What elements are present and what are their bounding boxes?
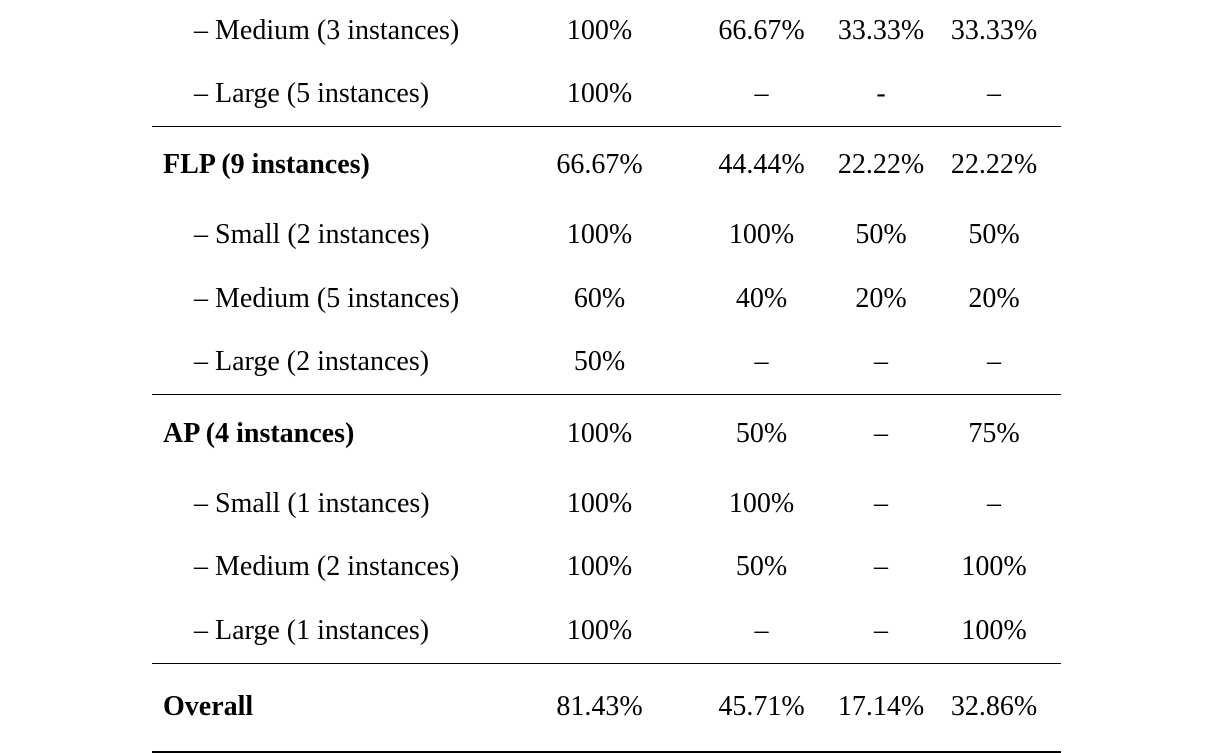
table-cell: –	[835, 599, 927, 664]
table-cell: 44.44%	[718, 149, 805, 180]
table-cell: 50%	[735, 551, 788, 583]
table-cell: –	[874, 417, 888, 449]
table-cell: 22.22%	[950, 149, 1038, 180]
table-cell: 50%	[968, 219, 1020, 251]
table-row: – Small (1 instances) 100% 100% – –	[152, 472, 1061, 536]
table-cell: 17.14%	[835, 663, 927, 753]
table-row: – Large (2 instances) 50% – – –	[152, 330, 1061, 395]
group-row-flp: FLP (9 instances) 66.67% 44.44% 22.22% 2…	[152, 126, 1061, 204]
table-row: – Medium (3 instances) 100% 66.67% 33.33…	[152, 0, 1061, 62]
table-cell: 75%	[968, 417, 1020, 449]
row-label: – Large (2 instances)	[152, 330, 511, 395]
table-cell: 100%	[566, 15, 633, 46]
table-cell: 33.33%	[950, 15, 1038, 46]
table-row: – Large (5 instances) 100% – - –	[152, 62, 1061, 127]
group-label: AP (4 instances)	[163, 417, 355, 449]
table-cell: 20%	[968, 282, 1020, 314]
table-cell: 50%	[855, 219, 907, 251]
table-cell: 100%	[566, 487, 633, 519]
row-label: – Medium (2 instances)	[194, 551, 460, 583]
table-cell: 22.22%	[837, 149, 925, 180]
row-label: – Small (1 instances)	[194, 487, 430, 519]
table-cell: –	[987, 487, 1001, 519]
group-label: FLP (9 instances)	[163, 149, 370, 180]
table-cell: –	[927, 330, 1061, 395]
table-cell: –	[874, 487, 888, 519]
table-cell: 100%	[566, 219, 633, 251]
overall-row: Overall 81.43% 45.71% 17.14% 32.86%	[152, 663, 1061, 753]
table-cell: –	[688, 599, 835, 664]
table-cell: –	[835, 330, 927, 395]
overall-label: Overall	[152, 663, 511, 753]
table-cell: 33.33%	[837, 15, 925, 46]
table-cell: 81.43%	[511, 663, 688, 753]
table-cell: 100%	[566, 551, 633, 583]
table-cell: -	[835, 62, 927, 127]
table-cell: –	[688, 62, 835, 127]
table-cell: 66.67%	[556, 149, 643, 180]
table-cell: 100%	[511, 62, 688, 127]
table-cell: 100%	[927, 599, 1061, 664]
table-row: – Medium (2 instances) 100% 50% – 100%	[152, 536, 1061, 600]
table-row: – Medium (5 instances) 60% 40% 20% 20%	[152, 267, 1061, 331]
table-cell: 100%	[728, 487, 795, 519]
results-table: – Medium (3 instances) 100% 66.67% 33.33…	[152, 0, 1061, 753]
row-label: – Large (1 instances)	[152, 599, 511, 664]
table-cell: 60%	[573, 282, 626, 314]
row-label: – Large (5 instances)	[152, 62, 511, 127]
table-cell: 100%	[511, 599, 688, 664]
table-cell: 45.71%	[688, 663, 835, 753]
table-cell: 100%	[728, 219, 795, 251]
table-cell: 40%	[735, 282, 788, 314]
row-label: – Medium (3 instances)	[194, 15, 460, 46]
table-row: – Small (2 instances) 100% 100% 50% 50%	[152, 204, 1061, 268]
table-cell: 100%	[566, 417, 633, 449]
table-cell: 66.67%	[718, 15, 805, 46]
table-row: – Large (1 instances) 100% – – 100%	[152, 599, 1061, 664]
table-cell: –	[874, 551, 888, 583]
table-cell: –	[927, 62, 1061, 127]
table-cell: 32.86%	[927, 663, 1061, 753]
row-label: – Medium (5 instances)	[194, 282, 460, 314]
table-cell: 50%	[511, 330, 688, 395]
table-cell: 100%	[961, 551, 1027, 583]
table-cell: 20%	[855, 282, 907, 314]
group-row-ap: AP (4 instances) 100% 50% – 75%	[152, 395, 1061, 473]
table-cell: 50%	[735, 417, 788, 449]
table-cell: –	[688, 330, 835, 395]
row-label: – Small (2 instances)	[194, 219, 430, 251]
